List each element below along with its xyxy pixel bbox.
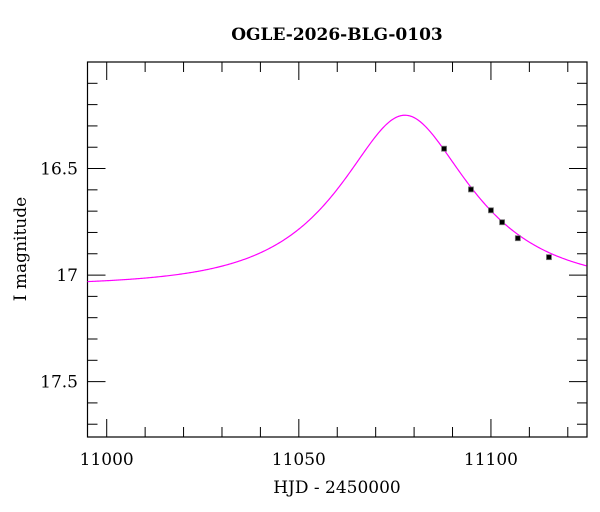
model-curve <box>87 114 587 283</box>
x-tick-label: 11050 <box>272 450 326 470</box>
x-tick-label: 11000 <box>80 450 134 470</box>
y-tick-label: 16.5 <box>40 160 78 180</box>
data-point <box>499 219 505 226</box>
chart-title: OGLE-2026-BLG-0103 <box>231 25 443 45</box>
data-point <box>514 235 521 242</box>
y-tick-label: 17 <box>56 266 78 286</box>
data-point <box>468 186 474 193</box>
y-axis-label: I magnitude <box>11 197 31 301</box>
x-tick-label: 11100 <box>464 450 518 470</box>
data-point <box>546 254 552 261</box>
x-axis-label: HJD - 2450000 <box>273 478 401 498</box>
data-point <box>488 207 494 214</box>
data-point <box>441 145 447 152</box>
plot-frame <box>86 61 588 438</box>
y-tick-label: 17.5 <box>40 373 78 393</box>
